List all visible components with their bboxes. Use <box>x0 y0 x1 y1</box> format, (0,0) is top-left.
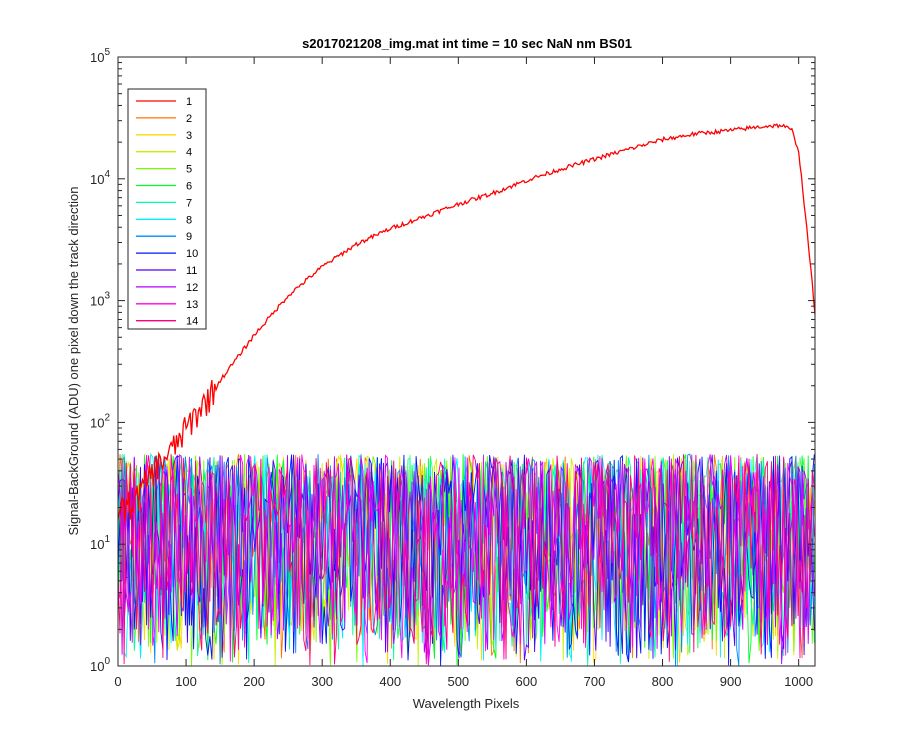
y-tick-base: 10 <box>90 172 104 187</box>
y-tick-exponent: 0 <box>104 656 110 667</box>
y-tick-base: 10 <box>90 415 104 430</box>
y-tick-label: 104 <box>90 169 110 187</box>
legend-label: 5 <box>186 164 192 176</box>
legend-label: 14 <box>186 316 198 328</box>
legend-label: 13 <box>186 299 198 311</box>
series-line-1 <box>118 123 815 522</box>
legend-label: 1 <box>186 96 192 108</box>
legend-label: 9 <box>186 231 192 243</box>
y-tick-base: 10 <box>90 659 104 674</box>
y-tick-label: 102 <box>90 412 110 430</box>
series-line-14 <box>118 454 815 666</box>
axes-box <box>117 56 816 667</box>
legend-box <box>127 88 207 330</box>
legend-label: 3 <box>186 130 192 142</box>
y-tick-exponent: 3 <box>104 291 110 302</box>
y-tick-exponent: 2 <box>104 412 110 423</box>
y-tick-label: 105 <box>90 47 110 65</box>
x-tick-label: 1000 <box>784 674 813 689</box>
x-tick-label: 0 <box>114 674 121 689</box>
y-tick-base: 10 <box>90 50 104 65</box>
legend-label: 10 <box>186 248 198 260</box>
x-tick-label: 600 <box>516 674 538 689</box>
y-tick-exponent: 4 <box>104 169 110 180</box>
x-tick-label: 800 <box>652 674 674 689</box>
legend-label: 12 <box>186 282 198 294</box>
x-tick-label: 700 <box>584 674 606 689</box>
plot-area: 0 100 200 300 400 500 600 700 800 900 100010010110… <box>90 47 816 689</box>
series-line-13 <box>118 454 815 666</box>
legend-label: 6 <box>186 181 192 193</box>
y-tick-label: 103 <box>90 291 110 309</box>
legend-label: 11 <box>186 265 197 277</box>
series-layer <box>118 123 815 666</box>
x-tick-label: 200 <box>243 674 265 689</box>
x-tick-label: 400 <box>379 674 401 689</box>
x-tick-label: 300 <box>311 674 333 689</box>
chart-title: s2017021208_img.mat int time = 10 sec Na… <box>302 36 632 51</box>
x-tick-label: 900 <box>720 674 742 689</box>
y-tick-label: 101 <box>90 534 110 552</box>
legend-label: 2 <box>186 113 192 125</box>
y-tick-exponent: 5 <box>104 47 110 58</box>
y-axis-label: Signal-BackGround (ADU) one pixel down t… <box>66 186 81 535</box>
ticks-layer: 0 100 200 300 400 500 600 700 800 900 100010010110… <box>90 47 815 689</box>
legend-label: 7 <box>186 197 192 209</box>
x-tick-label: 500 <box>447 674 469 689</box>
y-tick-base: 10 <box>90 294 104 309</box>
y-tick-label: 100 <box>90 656 110 674</box>
x-tick-label: 100 <box>175 674 197 689</box>
x-axis-label: Wavelength Pixels <box>413 696 520 711</box>
y-tick-exponent: 1 <box>104 534 110 545</box>
y-tick-base: 10 <box>90 537 104 552</box>
legend-label: 4 <box>186 147 192 159</box>
legend-label: 8 <box>186 214 192 226</box>
